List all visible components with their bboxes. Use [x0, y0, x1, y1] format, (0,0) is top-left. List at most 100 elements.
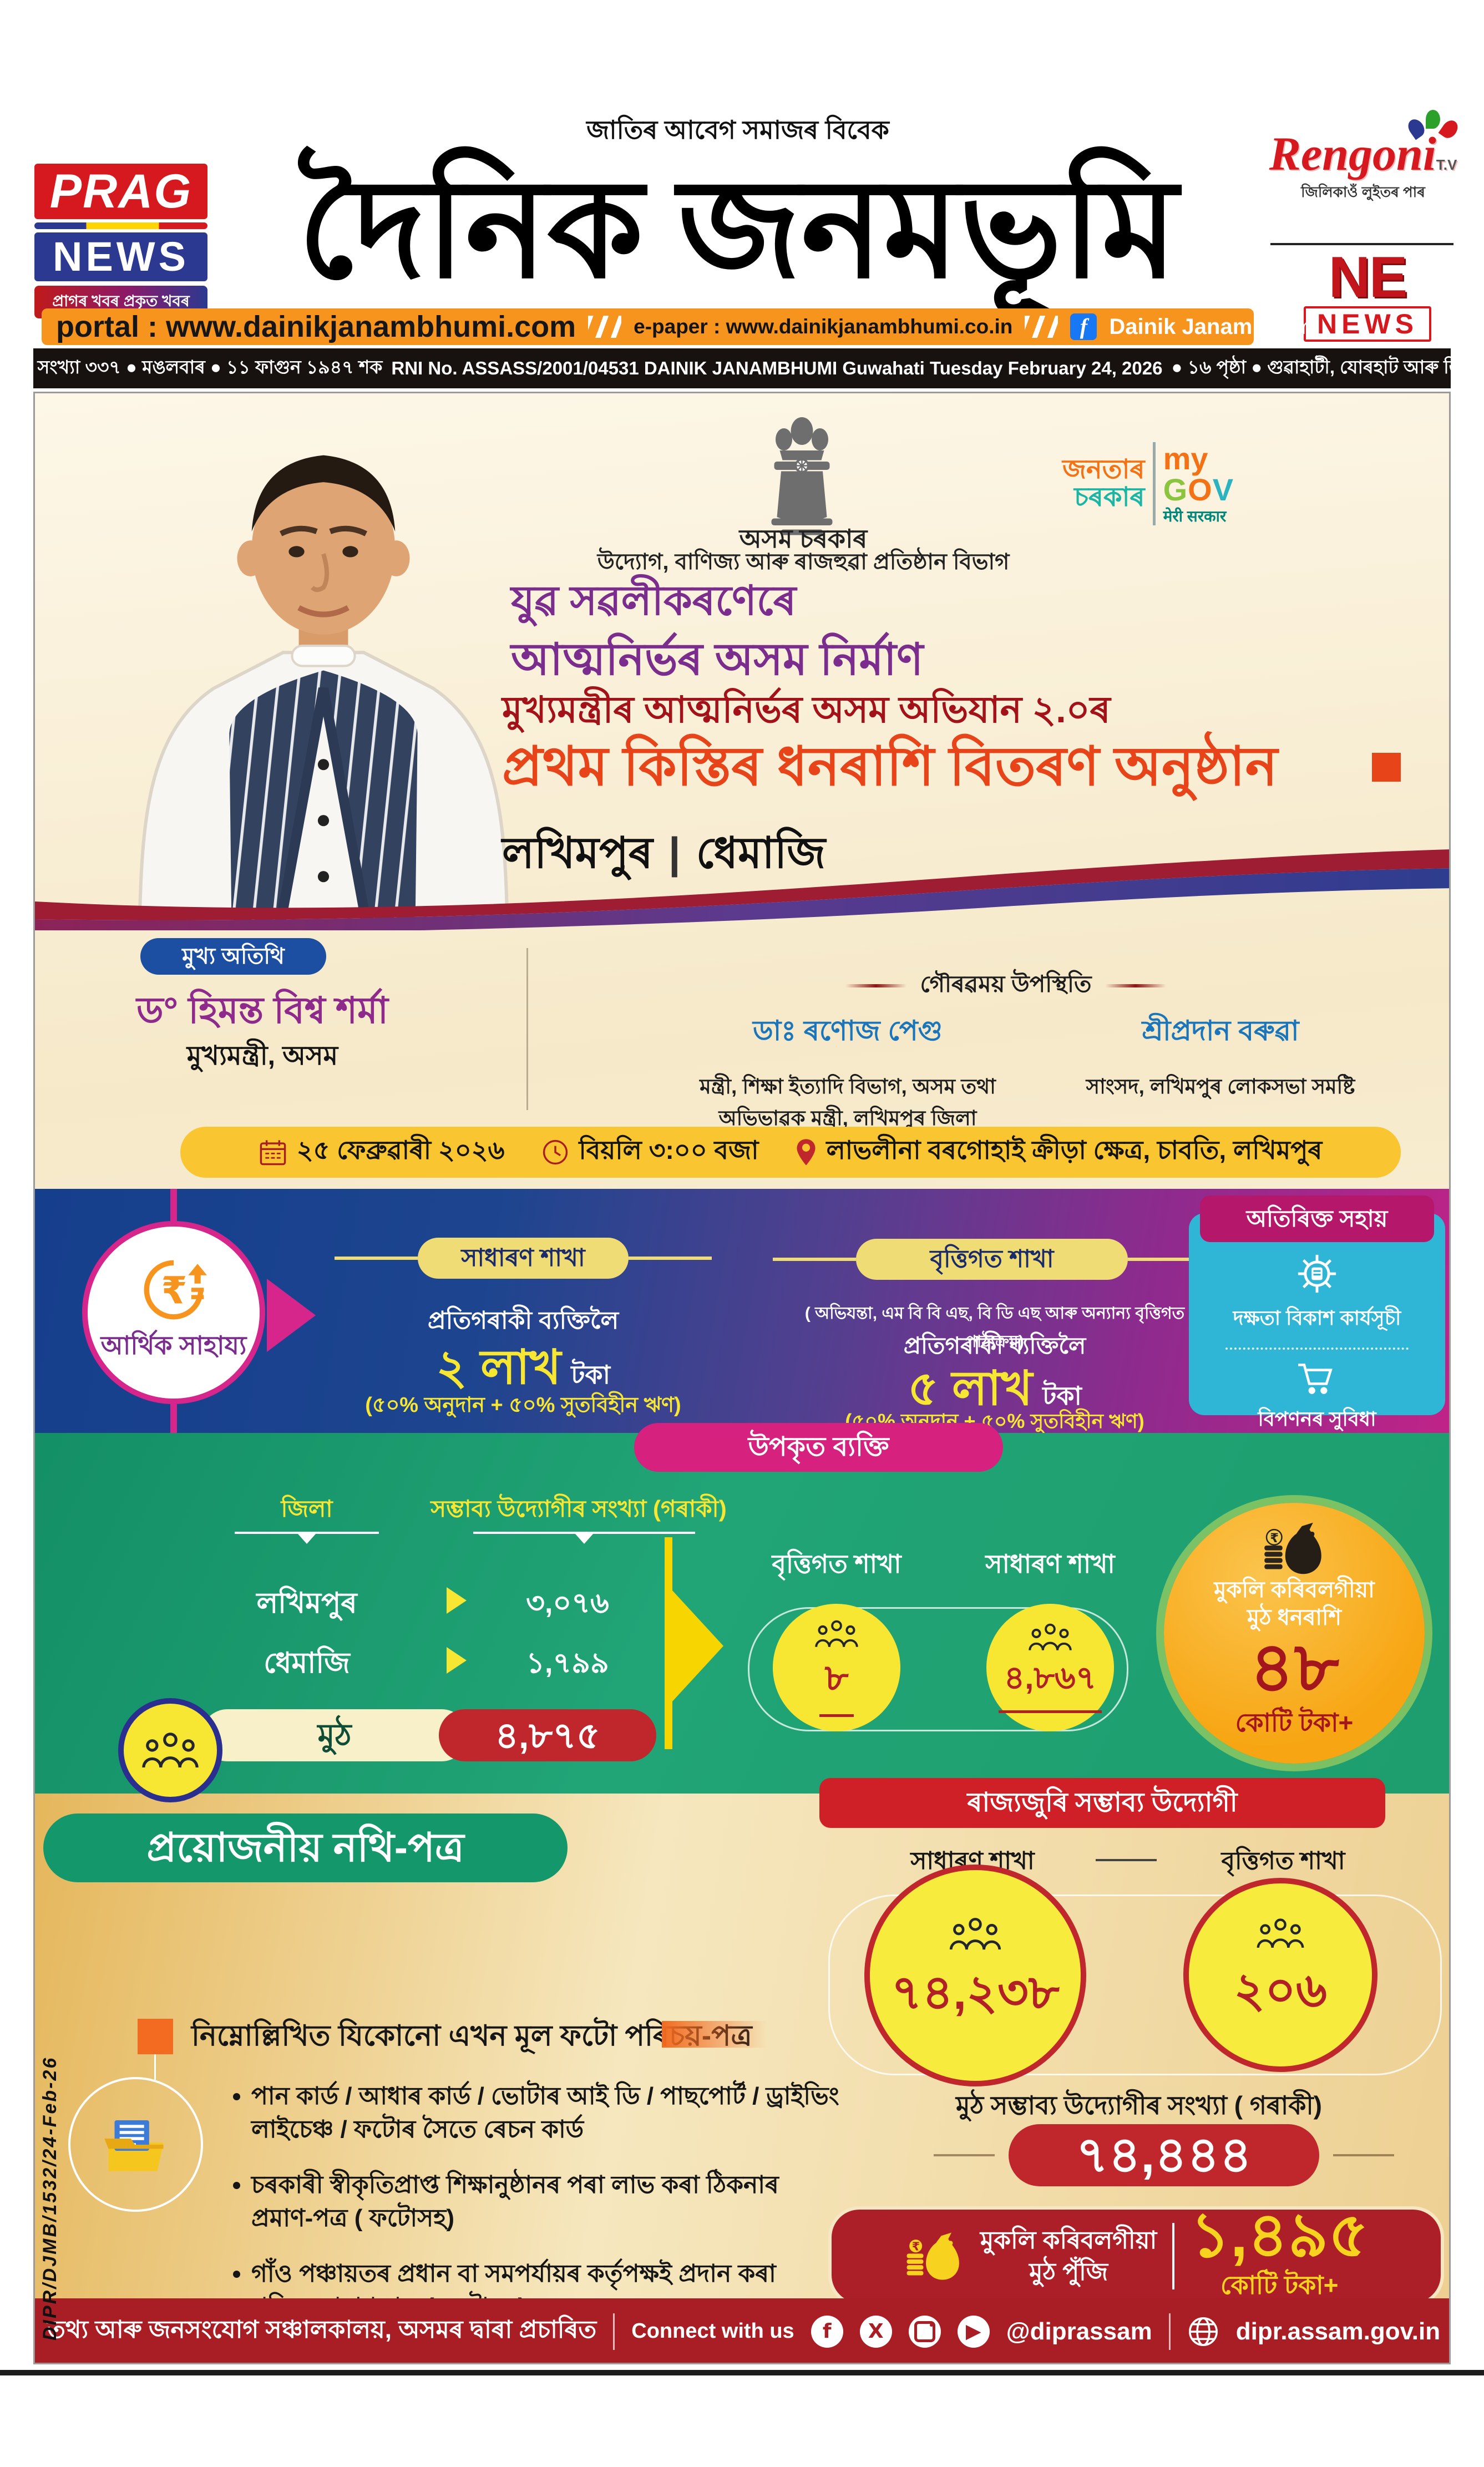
website-link[interactable]: dipr.assam.gov.in — [1235, 2317, 1441, 2345]
mygov-hindi: मेरी सरकार — [1163, 508, 1227, 525]
guest-divider — [526, 948, 528, 1110]
additional-support-box — [1189, 1213, 1445, 1415]
document-item: পান কাৰ্ড / আধাৰ কাৰ্ড / ভোটাৰ আই ডি / প… — [251, 2080, 839, 2146]
statewide-title: ৰাজ্যজুৰি সম্ভাব্য উদ্যোগী — [819, 1778, 1385, 1828]
svg-text:₹: ₹ — [161, 1268, 188, 1312]
dash-decoration — [1105, 984, 1166, 987]
slash-decoration — [588, 316, 622, 338]
aid-connector-line — [170, 1404, 177, 1433]
financial-aid-badge: ₹ আৰ্থিক সাহায্য — [82, 1221, 265, 1404]
folder-documents-icon — [104, 2120, 163, 2171]
mygov-assamese-line1: জনতাৰ — [1062, 454, 1145, 484]
professional-eligibility: ( অভিযন্তা, এম বি বি এছ, বি ডি এছ আৰু অন… — [804, 1304, 1185, 1351]
professional-branch-label: বৃত্তিগত শাখা — [772, 1549, 901, 1578]
chief-guest-title: মুখ্যমন্ত্ৰী, অসম — [186, 1041, 338, 1071]
youtube-icon[interactable]: ▶ — [957, 2315, 990, 2348]
skill-gear-icon — [1298, 1254, 1336, 1293]
professional-amount: ৫ লাখ টকা — [908, 1362, 1082, 1415]
guest-title: সাংসদ, লখিমপুৰ লোকসভা সমষ্টি — [1086, 1075, 1355, 1098]
facebook-page-link[interactable]: Dainik Janambhumi — [1109, 314, 1319, 339]
ne-logo-line2: NEWS — [1304, 306, 1431, 342]
general-branch-pill: সাধাৰণ শাখা — [335, 1238, 712, 1279]
ne-news-logo: NE NEWS — [1304, 249, 1431, 342]
rengoni-tv-suffix: T.V — [1436, 156, 1457, 173]
event-date-item: ২৫ ফেব্ৰুৱাৰী ২০২৬ — [259, 1131, 505, 1173]
epaper-link[interactable]: e-paper : www.dainikjanambhumi.co.in — [634, 315, 1013, 338]
guest-item: ডাঃ ৰণোজ পেগু মন্ত্ৰী, শিক্ষা ইত্যাদি বি… — [651, 1010, 1045, 1134]
row-arrow-icon — [447, 1647, 467, 1674]
table-row-district: ধেমাজি — [264, 1647, 350, 1679]
instagram-icon[interactable] — [908, 2315, 941, 2348]
money-bag-icon: ₹ — [906, 2232, 959, 2280]
additional-support-title: অতিৰিক্ত সহায় — [1200, 1195, 1434, 1242]
skill-development-item: দক্ষতা বিকাশ কাৰ্যসূচী — [1233, 1306, 1401, 1329]
dateline-assamese-left: ৫৪ সংখ্যক বছৰ ● গুৱাহাটী, পঞ্চবিংশ বছৰ, … — [0, 357, 383, 377]
fund-unit: কোটি টকা+ — [1235, 1708, 1354, 1737]
connect-label: Connect with us — [631, 2319, 794, 2343]
document-item: চৰকাৰী স্বীকৃতিপ্ৰাপ্ত শিক্ষানুষ্ঠানৰ পৰ… — [251, 2169, 839, 2235]
event-districts: লখিমপুৰ | ধেমাজি — [502, 819, 825, 891]
dateline-assamese-right: ● ১৬ পৃষ্ঠা ● গুৱাহাটী, যোৰহাট আৰু তিনিচ… — [1171, 357, 1484, 377]
rengoni-tagline: জিলিকাওঁ লুইতৰ পাৰ — [1301, 184, 1425, 200]
documents-title: প্ৰয়োজনীয় নথি-পত্ৰ — [43, 1813, 568, 1882]
rengoni-droplet-green — [1426, 110, 1440, 129]
pill-flank-line — [934, 2154, 995, 2156]
general-amount: ২ লাখ টকা — [436, 1341, 610, 1394]
gracious-presence-label: গৌৰৱময় উপস্থিতি — [728, 966, 1283, 1005]
slogan-line1: যুৱ সৱলীকৰণেৰে — [511, 578, 797, 624]
money-bag-icon: ₹ — [1264, 1522, 1321, 1574]
footer-divider — [1168, 2313, 1171, 2350]
statewide-fund-unit: কোটি টকা+ — [1220, 2271, 1339, 2299]
scheme-headline: মুখ্যমন্ত্ৰীৰ আত্মনিৰ্ভৰ অসম অভিযান ২.০ৰ — [502, 689, 1111, 730]
event-time: বিয়লি ৩:০০ বজা — [579, 1136, 759, 1164]
statewide-connector-outline — [828, 1894, 1442, 2075]
total-fund-badge: ₹ মুকলি কৰিবলগীয়া মুঠ ধনৰাশি ৪৮ কোটি টক… — [1164, 1503, 1425, 1764]
facebook-icon[interactable]: f — [1070, 313, 1097, 340]
masthead-tagline: জাতিৰ আবেগ সমাজৰ বিবেক — [586, 115, 889, 144]
guest-item: শ্ৰীপ্ৰদান বৰুৱা সাংসদ, লখিমপুৰ লোকসভা স… — [1040, 1010, 1401, 1102]
publisher-credit: তথ্য আৰু জনসংযোগ সঞ্চালকালয়, অসমৰ দ্বাৰ… — [47, 2316, 597, 2343]
x-twitter-icon[interactable]: X — [859, 2315, 892, 2348]
logo-divider-rule — [1270, 243, 1453, 245]
facebook-icon[interactable]: f — [811, 2315, 843, 2348]
table-row-count: ১,৭৯৯ — [526, 1647, 609, 1679]
guest-name: শ্ৰীপ্ৰদান বৰুৱা — [1142, 1015, 1299, 1046]
ad-footer-bar: তথ্য আৰু জনসংযোগ সঞ্চালকালয়, অসমৰ দ্বাৰ… — [35, 2298, 1449, 2363]
event-venue-item: লাভলীনা বৰগোহাই ক্ৰীড়া ক্ষেত্ৰ, চাবতি, … — [796, 1131, 1322, 1173]
globe-icon — [1188, 2317, 1218, 2346]
mygov-divider — [1152, 442, 1156, 525]
footer-divider — [613, 2313, 615, 2350]
marketing-facility-item: বিপণনৰ সুবিধা — [1258, 1407, 1376, 1430]
prag-tricolor-rule — [34, 222, 207, 229]
district-separator: | — [668, 828, 681, 877]
portal-link[interactable]: portal : www.dainikjanambhumi.com — [56, 310, 576, 343]
govt-department: উদ্যোগ, বাণিজ্য আৰু ৰাজহুৱা প্ৰতিষ্ঠান ব… — [597, 550, 1010, 574]
dotted-divider — [1225, 1348, 1409, 1350]
table-row-district: লখিমপুৰ — [256, 1587, 357, 1619]
prag-logo-line2: NEWS — [34, 232, 207, 281]
bullet-square — [138, 2019, 173, 2054]
financial-aid-label: আৰ্থিক সাহায্য — [100, 1331, 247, 1360]
people-badge — [118, 1698, 222, 1802]
header-underline — [473, 1532, 695, 1544]
clock-icon — [543, 1139, 568, 1165]
masthead: জাতিৰ আবেগ সমাজৰ বিবেক দৈনিক জনমভূমি — [239, 111, 1237, 307]
dash-decoration — [845, 984, 907, 987]
section-arrow-line — [665, 1537, 672, 1749]
professional-count: ৮ — [819, 1650, 854, 1717]
social-handle[interactable]: @diprassam — [1006, 2317, 1152, 2345]
pill-flank-line — [1333, 2154, 1394, 2156]
statewide-total-pill: ৭৪,৪৪৪ — [1009, 2124, 1319, 2186]
event-time-item: বিয়লি ৩:০০ বজা — [541, 1131, 759, 1173]
beneficiaries-title: উপকৃত ব্যক্তি — [634, 1423, 1003, 1472]
connector-line — [154, 2054, 156, 2080]
people-icon — [1029, 1623, 1072, 1650]
statewide-fund-value: ১,৪৯৫ — [1190, 2200, 1369, 2270]
aid-connector-line — [170, 1189, 177, 1221]
table-header-count: সম্ভাব্য উদ্যোগীৰ সংখ্যা (গৰাকী) — [430, 1496, 727, 1522]
professional-per-person: প্ৰতিগৰাকী ব্যক্তিলৈ — [903, 1333, 1086, 1359]
statewide-professional-count: ২০৬ — [1234, 1963, 1327, 2017]
district-2: ধেমাজি — [696, 828, 826, 877]
people-icon — [815, 1620, 858, 1647]
table-header-district: জিলা — [281, 1496, 333, 1522]
